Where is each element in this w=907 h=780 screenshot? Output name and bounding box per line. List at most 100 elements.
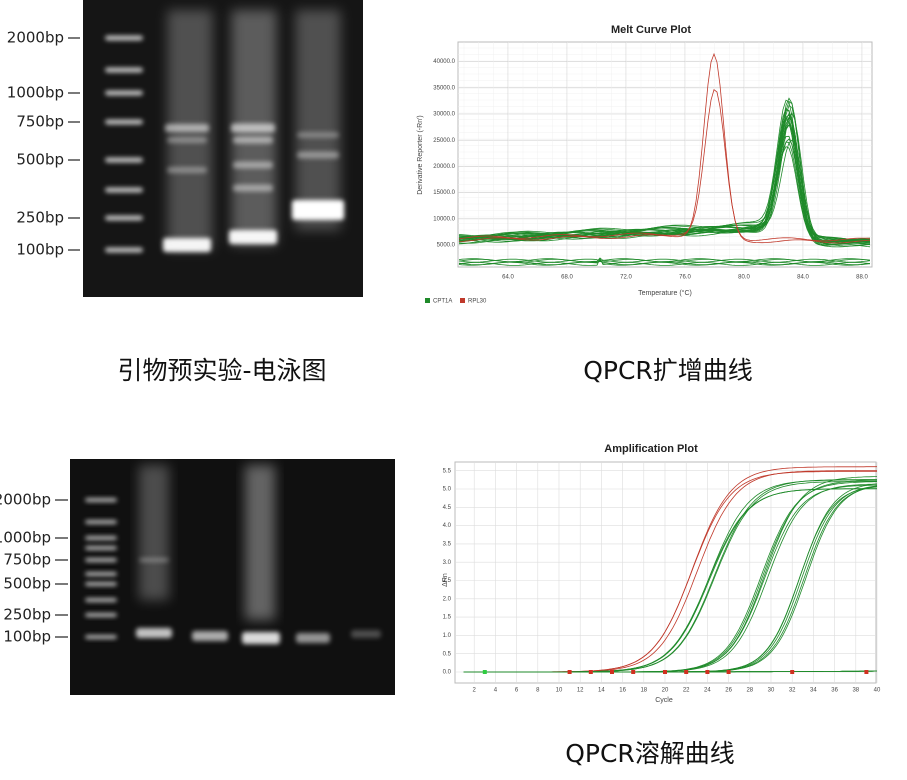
x-tick-label: 12 (577, 688, 584, 694)
x-tick-label: 10 (556, 688, 563, 694)
x-tick-label: 4 (494, 688, 498, 694)
x-tick-label: 88.0 (856, 275, 868, 281)
gel-band (85, 536, 117, 540)
gel-band (105, 119, 143, 125)
x-tick-label: 30 (768, 688, 775, 694)
gel-smear (295, 10, 341, 230)
y-tick-label: 2.0 (443, 596, 452, 602)
x-tick-label: 40 (874, 688, 881, 694)
ladder-label: 1000bp (7, 84, 64, 102)
y-axis-label: Derivative Reporter (-Rn') (417, 115, 424, 195)
gel-band (297, 132, 339, 138)
x-tick-label: 68.0 (561, 275, 573, 281)
gel-band (292, 200, 344, 220)
x-tick-label: 8 (536, 688, 540, 694)
x-tick-label: 76.0 (679, 275, 691, 281)
gel-band (105, 247, 143, 253)
y-tick-label: 3.0 (443, 560, 452, 566)
gel-band (296, 633, 330, 643)
x-axis-label: Cycle (655, 697, 673, 704)
y-tick-label: 40000.0 (433, 59, 455, 65)
gel-band (85, 558, 117, 562)
x-tick-label: 14 (598, 688, 605, 694)
x-tick-label: 28 (746, 688, 753, 694)
gel-band (351, 630, 381, 638)
chart-title: Melt Curve Plot (611, 24, 691, 36)
ladder-label: 500bp (16, 151, 64, 169)
gel-band (85, 613, 117, 617)
gel-band (85, 635, 117, 639)
gel-band (233, 184, 273, 192)
y-axis-label: ΔRn (442, 573, 449, 587)
y-tick-label: 20000.0 (433, 164, 455, 170)
x-tick-label: 2 (473, 688, 477, 694)
ladder-label: 100bp (3, 628, 51, 646)
gel-band (105, 157, 143, 163)
curve (458, 260, 871, 266)
gel-smear (139, 465, 169, 600)
marker (705, 670, 710, 674)
y-tick-label: 35000.0 (433, 85, 455, 91)
gel-band (231, 123, 275, 133)
marker (631, 670, 636, 674)
y-tick-label: 4.5 (443, 505, 452, 511)
ladder-label: 2000bp (7, 29, 64, 47)
x-tick-label: 22 (683, 688, 690, 694)
y-tick-label: 5000.0 (437, 243, 456, 249)
curve (458, 89, 871, 242)
x-tick-label: 18 (640, 688, 647, 694)
y-tick-label: 10000.0 (433, 216, 455, 222)
curve (458, 52, 871, 244)
x-tick-label: 80.0 (738, 275, 750, 281)
curve (458, 258, 871, 263)
x-tick-label: 64.0 (502, 275, 514, 281)
chart-title: Amplification Plot (604, 443, 698, 455)
x-tick-label: 34 (810, 688, 817, 694)
y-tick-label: 5.5 (443, 468, 452, 474)
marker (567, 670, 572, 674)
marker (684, 670, 689, 674)
gel-band (163, 238, 211, 252)
x-tick-label: 36 (831, 688, 838, 694)
y-tick-label: 1.5 (443, 615, 452, 621)
y-tick-label: 4.0 (443, 523, 452, 529)
caption: QPCR溶解曲线 (565, 739, 735, 768)
x-tick-label: 26 (725, 688, 732, 694)
x-axis-label: Temperature (°C) (638, 289, 692, 297)
legend-swatch (425, 298, 430, 303)
gel-band (85, 598, 117, 602)
y-tick-label: 5.0 (443, 487, 452, 493)
ladder-label: 750bp (3, 551, 51, 569)
plot-area (454, 461, 877, 684)
gel-band (105, 67, 143, 73)
y-tick-label: 0.0 (443, 670, 452, 676)
y-tick-label: 0.5 (443, 651, 452, 657)
gel-band (165, 124, 209, 132)
gel-band (136, 628, 172, 638)
gel-band (85, 498, 117, 502)
ladder-label: 250bp (16, 209, 64, 227)
gel-band (139, 558, 169, 562)
ladder-label: 1000bp (0, 529, 51, 547)
legend-label: CPT1A (433, 299, 452, 305)
curve (458, 139, 871, 242)
curve (458, 117, 871, 243)
caption: 引物预实验-电泳图 (117, 356, 326, 385)
y-tick-label: 15000.0 (433, 190, 455, 196)
gel-band (105, 35, 143, 41)
marker (663, 670, 667, 674)
gel-band (85, 582, 117, 586)
gel-image (70, 459, 395, 695)
gel-band (229, 230, 277, 244)
ladder-label: 2000bp (0, 491, 51, 509)
marker (588, 670, 593, 674)
curve (458, 258, 871, 263)
ladder-label: 100bp (16, 241, 64, 259)
ladder-label: 750bp (16, 113, 64, 131)
gel-band (297, 151, 339, 159)
y-tick-label: 1.0 (443, 633, 452, 639)
y-tick-label: 2.5 (443, 578, 452, 584)
ladder-label: 250bp (3, 606, 51, 624)
y-tick-label: 3.5 (443, 541, 452, 547)
